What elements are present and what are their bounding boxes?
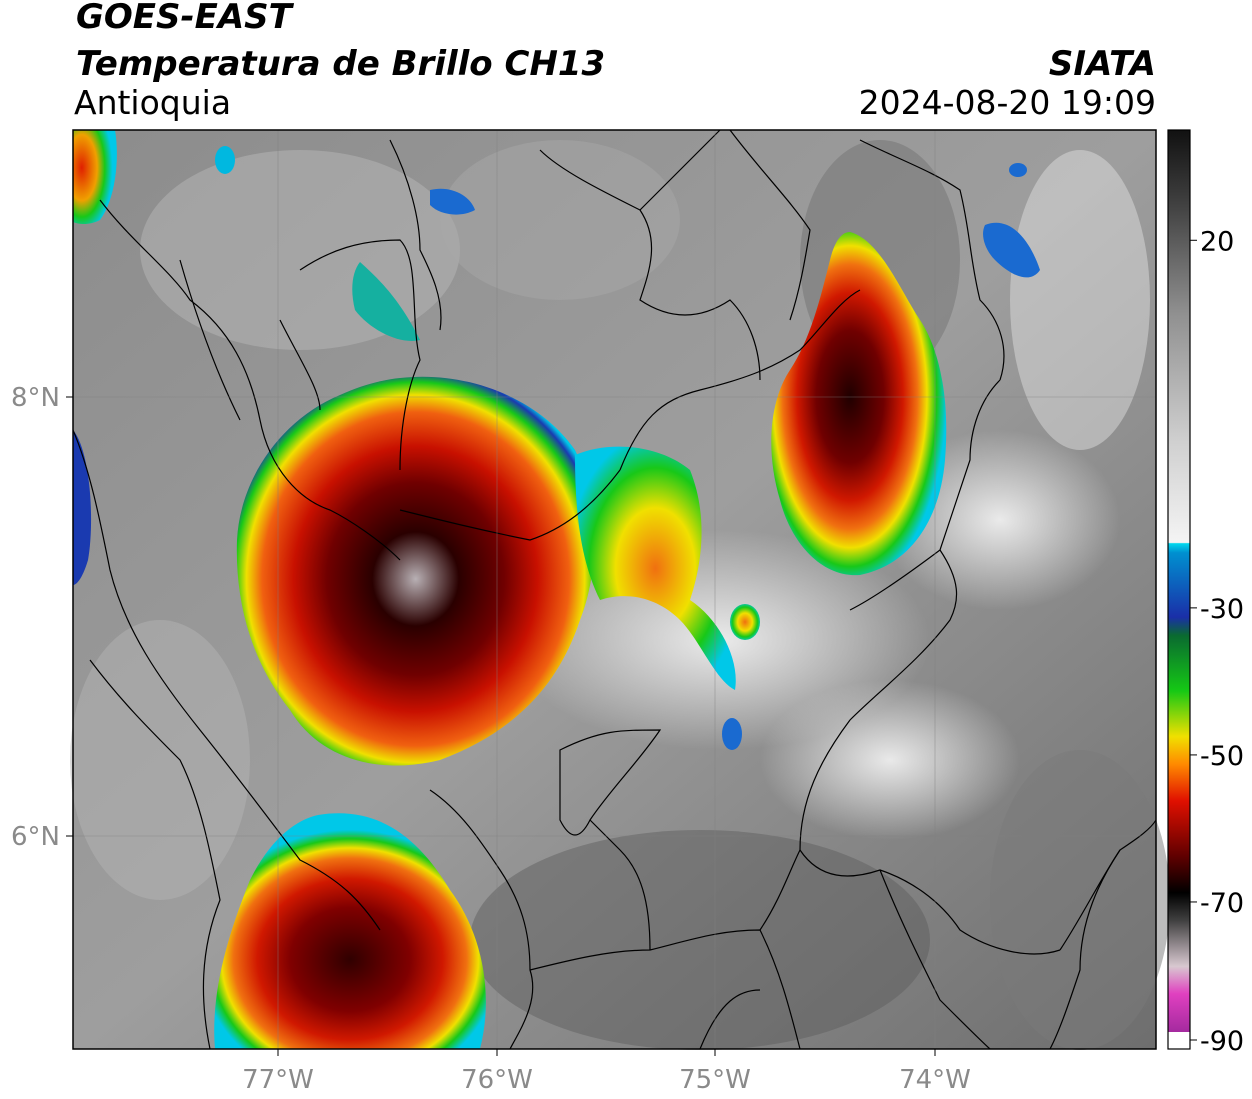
colorbar-frame (1167, 129, 1191, 1050)
cloud-patch-dot-ne (1009, 163, 1027, 177)
product-title: Temperatura de Brillo CH13 (76, 44, 606, 84)
lon-label-75: 75°W (679, 1065, 751, 1095)
lat-label-6: 6°N (11, 822, 60, 852)
lon-label-76: 76°W (461, 1065, 533, 1095)
lon-label-77: 77°W (242, 1065, 314, 1095)
colorbar-lowest-bin (1168, 1032, 1190, 1049)
agency-label: SIATA (1048, 44, 1156, 84)
map-frame (72, 129, 1157, 1050)
colorbar-tick-label: -30 (1200, 594, 1244, 625)
cloud-patch-dot (215, 146, 235, 174)
axis-ticks (66, 396, 936, 1056)
colorbar-tick-label: -50 (1200, 741, 1244, 772)
colorbar-tick-label: -70 (1200, 888, 1244, 919)
lat-label-8: 8°N (11, 383, 60, 413)
cloud-patch-dot-se (722, 718, 742, 750)
colorbar-tick-label: 20 (1200, 226, 1234, 257)
colorbar-tick-label: -90 (1200, 1026, 1244, 1057)
storm-cell-small (730, 604, 760, 640)
satellite-imagery (70, 130, 1170, 1050)
region-label: Antioquia (74, 83, 232, 122)
lon-label-74: 74°W (899, 1065, 971, 1095)
colorbar: 20 -30 -50 -70 -90 (1167, 129, 1244, 1057)
datetime-label: 2024-08-20 19:09 (858, 83, 1156, 122)
colorbar-ramp (1168, 130, 1190, 1049)
satellite-title: GOES-EAST (76, 0, 292, 37)
